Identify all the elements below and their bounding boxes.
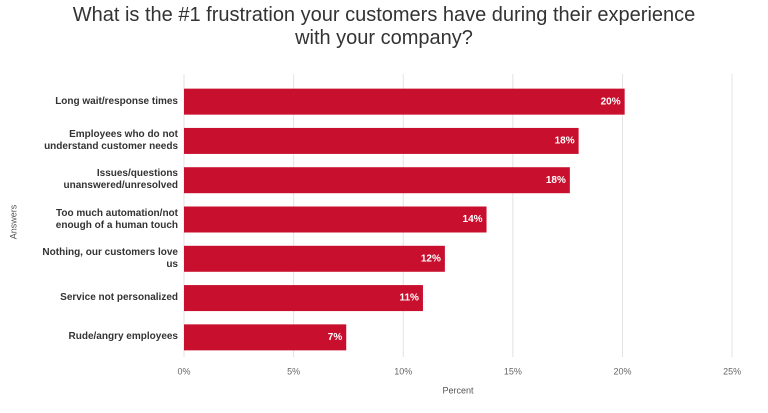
y-axis-label: Answers [8,204,18,239]
y-tick-label: Nothing, our customers love us [42,246,178,270]
y-tick-label: Service not personalized [60,292,178,304]
chart-title: What is the #1 frustration your customer… [72,4,696,49]
bar [184,206,487,233]
x-tick-label: 5% [287,366,300,376]
value-label: 14% [463,214,483,225]
value-label: 20% [601,96,621,107]
y-tick-label: Long wait/response times [55,95,178,107]
bar [184,285,423,312]
value-label: 11% [399,293,419,304]
value-label: 18% [555,136,575,147]
value-label: 18% [546,175,566,186]
value-label: 7% [328,332,343,343]
x-tick-label: 15% [504,366,522,376]
x-axis-label: Percent [442,385,474,395]
x-tick-label: 20% [613,366,631,376]
bar [184,167,570,194]
x-tick-label: 10% [394,366,412,376]
y-tick-label: Too much automation/not enough of a huma… [55,207,178,231]
value-label: 12% [421,253,441,264]
x-tick-label: 0% [177,366,190,376]
bar [184,324,347,351]
bar [184,127,579,154]
bar [184,245,445,272]
y-tick-label: Rude/angry employees [68,331,178,343]
chart-title-box: What is the #1 frustration your customer… [0,4,768,50]
bar [184,88,625,115]
y-tick-label: Employees who do not understand customer… [44,128,178,152]
y-tick-label: Issues/questions unanswered/unresolved [63,168,178,192]
x-tick-label: 25% [723,366,741,376]
